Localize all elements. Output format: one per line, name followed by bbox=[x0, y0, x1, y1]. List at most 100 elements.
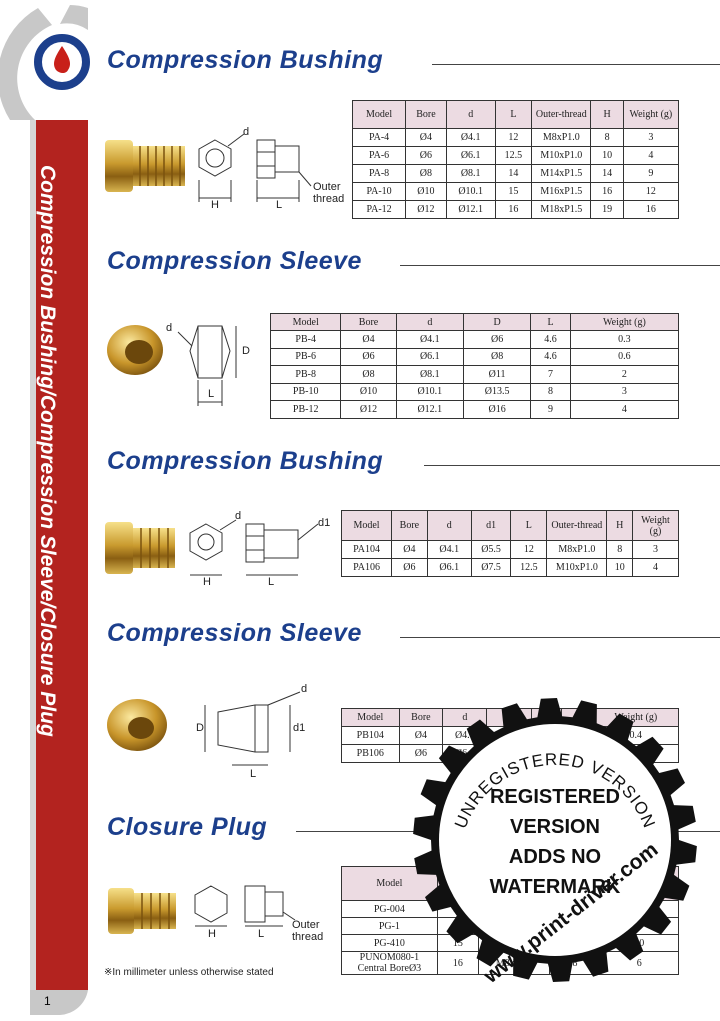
spec-table: Model Bore d d1 L Outer-thread H Weight (g) PA10… bbox=[340, 510, 680, 577]
table-cell: 6 bbox=[599, 917, 679, 935]
table-cell: Ø12 bbox=[405, 200, 447, 219]
header-cell: Bore bbox=[391, 510, 428, 541]
spec-table: Model Bore d L Outer-thread H Weight (g) PA-4 Ø4… bbox=[351, 100, 680, 219]
table-cell: Ø5.5 bbox=[486, 726, 532, 745]
table-cell: 16 bbox=[590, 182, 624, 201]
header-row: Model Bore d d1 L Outer-thread H Weight (g) bbox=[340, 510, 680, 541]
table-cell: PUNOM080-1 Central BoreØ3 bbox=[341, 951, 438, 975]
header-row: Model Bore d d1 D L Weight (g) bbox=[341, 708, 680, 727]
dimension-label: L bbox=[276, 199, 283, 211]
table-cell: M8xP1.0 bbox=[531, 128, 592, 147]
table-cell: 0.7 bbox=[592, 744, 680, 763]
header-cell: L bbox=[549, 866, 601, 901]
table-cell: 3 bbox=[569, 382, 680, 401]
header-cell: Outer-thread bbox=[531, 100, 592, 129]
header-cell: d bbox=[395, 313, 464, 331]
header-cell: D bbox=[530, 708, 563, 727]
table-cell: 10 bbox=[599, 934, 679, 952]
section-title: Closure Plug bbox=[107, 813, 268, 841]
table-cell: PG-410 bbox=[341, 934, 438, 952]
title-rule bbox=[432, 64, 720, 65]
table-cell: Ø7.5 bbox=[486, 744, 532, 763]
table-cell: PA104 bbox=[340, 540, 393, 559]
header-cell: d bbox=[445, 100, 496, 129]
dimension-label: H bbox=[211, 199, 219, 211]
table-cell: 3 bbox=[631, 540, 680, 559]
table-cell: PG-1 bbox=[341, 917, 438, 935]
title-rule bbox=[296, 831, 720, 832]
dimension-label: L bbox=[268, 576, 275, 588]
table-cell: Ø6.1 bbox=[445, 146, 496, 165]
table-cell: 4 bbox=[569, 400, 680, 419]
table-cell: PA106 bbox=[340, 558, 393, 577]
table-cell: Ø4.1 bbox=[395, 330, 464, 349]
table-cell: 0.3 bbox=[569, 330, 680, 349]
table-cell: Ø5.5 bbox=[470, 540, 512, 559]
table-row: PB104 Ø4 Ø4.1 Ø5.5 Ø6 5.5 0.4 bbox=[341, 726, 680, 745]
table-cell: PG-004 bbox=[341, 900, 438, 918]
header-cell: H bbox=[590, 100, 624, 129]
header-row: Model H Outer-thread L Weight (g) bbox=[341, 866, 679, 901]
table-cell: 12 bbox=[510, 540, 548, 559]
header-cell: Bore bbox=[398, 708, 444, 727]
table-row: PUNOM080-1 Central BoreØ3 16 M8xP1.0 8 6 bbox=[341, 951, 679, 975]
dimension-label: d bbox=[166, 322, 173, 334]
table-row: PA-8 Ø8 Ø8.1 14 M14xP1.5 14 9 bbox=[351, 164, 680, 183]
table-row: PA104 Ø4 Ø4.1 Ø5.5 12 M8xP1.0 8 3 bbox=[340, 540, 680, 559]
table-cell: Ø10.1 bbox=[395, 382, 464, 401]
table-cell: 0.4 bbox=[592, 726, 680, 745]
table-row: PB106 Ø6 Ø6.1 Ø7.5 Ø8 6 0.7 bbox=[341, 744, 680, 763]
table-cell: 12 bbox=[494, 128, 533, 147]
dimension-label: D bbox=[196, 722, 204, 734]
table-cell: 9 bbox=[622, 164, 680, 183]
header-cell: Model bbox=[341, 866, 438, 901]
table-cell: PB-10 bbox=[269, 382, 342, 401]
header-cell: Weight (g) bbox=[569, 313, 680, 331]
table-cell: 8 bbox=[530, 382, 571, 401]
table-cell: PA-6 bbox=[351, 146, 407, 165]
table-cell: Ø7.5 bbox=[470, 558, 512, 577]
table-cell: M10xP1.0 bbox=[531, 146, 592, 165]
dimension-label: D bbox=[242, 345, 250, 357]
table-cell: 8 bbox=[606, 540, 633, 559]
table-cell: M16xP1.5 bbox=[531, 182, 592, 201]
table-cell: Ø6 bbox=[530, 726, 563, 745]
table-cell: 10 bbox=[590, 146, 624, 165]
table-row: PA-10 Ø10 Ø10.1 15 M16xP1.5 16 12 bbox=[351, 182, 680, 201]
header-cell: Weight (g) bbox=[631, 510, 680, 541]
table-cell: Ø4 bbox=[340, 330, 397, 349]
table-cell: 14 bbox=[590, 164, 624, 183]
table-cell: 10 bbox=[606, 558, 633, 577]
table-cell: 12.5 bbox=[510, 558, 548, 577]
header-cell: Weight (g) bbox=[622, 100, 680, 129]
header-cell: H bbox=[436, 866, 479, 901]
dimension-label: Outer thread bbox=[313, 181, 345, 205]
table-cell: 10 bbox=[549, 934, 601, 952]
table-cell: Ø8.1 bbox=[445, 164, 496, 183]
table-row: PA106 Ø6 Ø6.1 Ø7.5 12.5 M10xP1.0 10 4 bbox=[340, 558, 680, 577]
table-row: PG-004 12 M8xP1.0 8 4 bbox=[341, 900, 679, 918]
header-cell: L bbox=[494, 100, 533, 129]
table-cell: 6 bbox=[599, 951, 679, 975]
table-row: PG-1 12 PT1/8 10 6 bbox=[341, 917, 679, 935]
spec-table: Model Bore d D L Weight (g) PB-4 Ø4 Ø4.1 Ø6 4.6 0.3… bbox=[269, 313, 680, 419]
table-cell: Ø4 bbox=[391, 540, 428, 559]
table-cell: Ø4.1 bbox=[426, 540, 472, 559]
dimension-label: H bbox=[208, 928, 216, 940]
table-row: PG-410 15 M10xP1.0 10 10 bbox=[341, 934, 679, 952]
table-cell: 10 bbox=[549, 917, 601, 935]
table-cell: Ø10 bbox=[340, 382, 397, 401]
table-cell: Ø8.1 bbox=[395, 365, 464, 384]
table-cell: M10xP1.0 bbox=[477, 934, 551, 952]
table-cell: Ø16 bbox=[462, 400, 532, 419]
table-cell: M10xP1.0 bbox=[546, 558, 608, 577]
dimension-label: d1 bbox=[293, 722, 306, 734]
dimension-label: L bbox=[258, 928, 265, 940]
table-cell: PB-4 bbox=[269, 330, 342, 349]
table-cell: Ø6.1 bbox=[426, 558, 472, 577]
table-cell: PA-8 bbox=[351, 164, 407, 183]
table-cell: M8xP1.0 bbox=[477, 900, 551, 918]
table-cell: 15 bbox=[436, 934, 479, 952]
